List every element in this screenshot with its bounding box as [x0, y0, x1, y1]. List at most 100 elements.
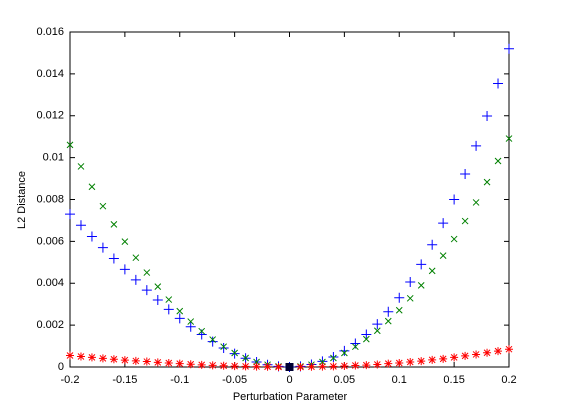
marker — [394, 292, 405, 303]
marker — [120, 356, 129, 365]
marker — [231, 349, 238, 357]
marker — [76, 352, 85, 361]
marker — [75, 220, 86, 231]
marker — [99, 202, 107, 210]
y-tick-label: 0.01 — [43, 152, 64, 164]
marker — [242, 354, 249, 362]
marker — [98, 354, 107, 363]
marker — [164, 359, 173, 368]
marker — [143, 269, 151, 276]
marker — [330, 354, 337, 362]
marker — [341, 349, 348, 357]
x-axis-label: Perturbation Parameter — [233, 391, 348, 403]
marker — [252, 362, 261, 371]
marker — [274, 363, 283, 371]
marker — [395, 306, 403, 314]
marker — [493, 78, 504, 89]
marker — [285, 363, 294, 371]
y-tick-label: 0.012 — [36, 110, 64, 122]
marker — [163, 304, 174, 315]
marker — [417, 357, 426, 366]
x-tick-label: -0.15 — [112, 374, 137, 386]
marker — [219, 361, 228, 370]
marker — [461, 351, 470, 360]
marker — [176, 307, 184, 315]
marker — [351, 361, 360, 370]
marker — [318, 362, 327, 371]
x-tick-label: -0.05 — [222, 374, 247, 386]
y-tick-label: 0.004 — [36, 277, 64, 289]
marker — [384, 317, 392, 325]
marker — [450, 235, 458, 243]
marker — [198, 327, 206, 335]
marker — [263, 362, 272, 371]
marker — [339, 345, 350, 356]
marker — [77, 163, 85, 170]
y-tick-label: 0.006 — [36, 235, 64, 247]
marker — [66, 141, 74, 149]
x-tick-label: 0.2 — [501, 374, 516, 386]
marker — [340, 361, 349, 370]
x-tick-label: 0.05 — [334, 374, 355, 386]
marker — [110, 221, 118, 228]
marker — [241, 362, 250, 371]
y-tick-label: 0.016 — [36, 26, 64, 38]
marker — [197, 360, 206, 369]
marker — [175, 359, 184, 368]
marker — [296, 363, 305, 371]
marker — [406, 357, 415, 366]
x-tick-label: 0 — [286, 374, 292, 386]
marker — [208, 361, 217, 370]
marker — [329, 362, 338, 371]
marker — [372, 319, 383, 330]
marker — [395, 359, 404, 368]
y-axis-label: L2 Distance — [16, 171, 28, 229]
x-tick-label: -0.1 — [170, 374, 189, 386]
marker — [505, 135, 513, 142]
marker — [439, 252, 447, 259]
marker — [439, 354, 448, 363]
marker — [141, 285, 152, 296]
marker — [362, 361, 371, 370]
marker — [86, 231, 97, 242]
marker — [209, 336, 217, 343]
marker — [230, 362, 239, 371]
marker — [152, 295, 163, 305]
marker — [187, 318, 195, 325]
y-tick-label: 0 — [58, 361, 64, 373]
marker — [154, 283, 162, 290]
marker — [142, 357, 151, 366]
marker — [165, 296, 173, 303]
marker — [97, 242, 108, 253]
marker — [505, 345, 513, 354]
marker — [109, 355, 118, 364]
x-tick-label: 0.15 — [443, 374, 464, 386]
y-tick-label: 0.002 — [36, 319, 64, 331]
marker — [384, 359, 393, 368]
marker — [153, 358, 162, 367]
marker — [130, 274, 141, 285]
marker — [460, 168, 471, 179]
marker — [405, 276, 416, 287]
marker — [121, 238, 129, 245]
marker — [373, 360, 382, 369]
marker — [362, 335, 370, 343]
x-tick-label: 0.1 — [392, 374, 407, 386]
marker — [119, 264, 130, 275]
marker — [438, 218, 449, 229]
marker — [108, 253, 119, 264]
marker — [383, 306, 394, 317]
marker — [450, 353, 459, 362]
marker — [218, 342, 229, 353]
marker — [427, 239, 438, 250]
y-tick-label: 0.008 — [36, 193, 64, 205]
marker — [186, 360, 195, 369]
marker — [417, 281, 425, 289]
marker — [472, 199, 480, 206]
marker — [461, 217, 469, 225]
marker — [174, 313, 185, 324]
marker — [87, 353, 96, 362]
marker — [207, 336, 218, 347]
marker — [88, 183, 96, 191]
